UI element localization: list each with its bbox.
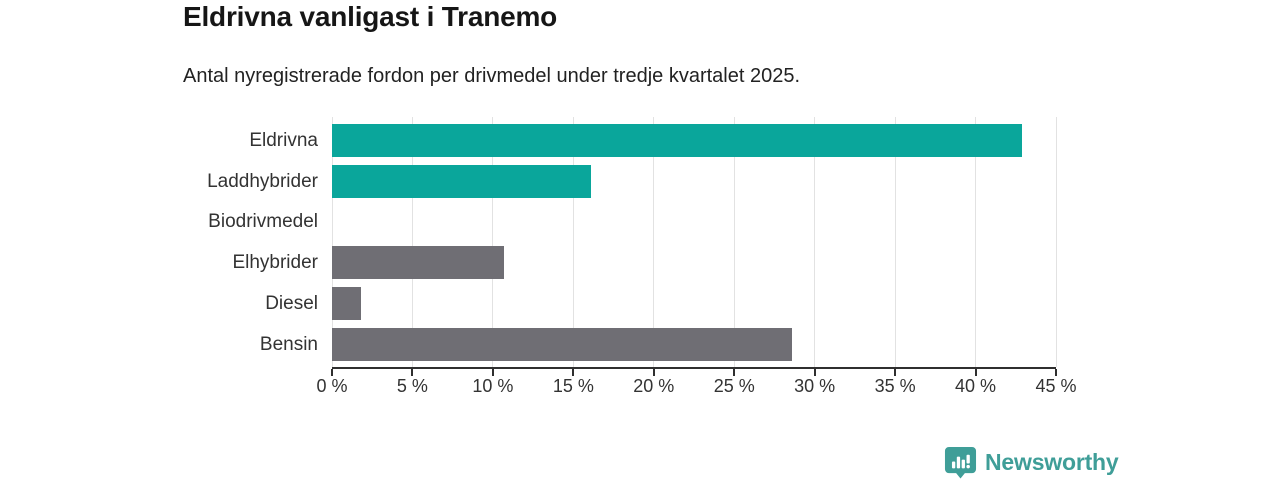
plot-area (331, 117, 1057, 369)
newsworthy-logo-text: Newsworthy (985, 449, 1119, 475)
x-tick (894, 369, 897, 376)
x-tick-label: 30 % (794, 376, 836, 396)
gridline (975, 117, 977, 367)
category-label: Diesel (265, 292, 318, 314)
x-tick (1055, 369, 1057, 376)
gridline (814, 117, 816, 367)
newsworthy-badge-bar-chart-icon (944, 446, 977, 479)
x-tick-label: 5 % (396, 376, 428, 396)
gridline (894, 117, 896, 367)
chart-subtitle: Antal nyregistrerade fordon per drivmede… (183, 65, 801, 87)
chart-title: Eldrivna vanligast i Tranemo (183, 1, 558, 32)
x-tick-label: 10 % (472, 376, 514, 396)
category-label: Eldrivna (249, 130, 318, 151)
bar-laddhybrider (332, 164, 592, 198)
category-label: Elhybrider (232, 252, 318, 274)
gridline (572, 117, 574, 367)
x-tick (974, 369, 977, 376)
gridline (411, 117, 413, 367)
bar-elhybrider (332, 246, 505, 280)
newsworthy-logo: Newsworthy (944, 446, 1119, 479)
bar-bensin (332, 327, 793, 361)
x-tick (411, 369, 414, 376)
category-label: Laddhybrider (207, 170, 318, 192)
x-tick-label: 15 % (552, 376, 594, 396)
category-label: Bensin (259, 333, 318, 355)
x-tick (572, 369, 575, 376)
gridline (733, 117, 735, 367)
x-tick-label: 40 % (955, 376, 997, 396)
x-tick-label: 35 % (874, 376, 916, 396)
x-tick-label: 45 % (1035, 376, 1077, 396)
gridline (1055, 117, 1057, 367)
gridline (653, 117, 655, 367)
x-tick (331, 369, 333, 376)
bar-eldrivna (332, 124, 1023, 157)
x-tick (491, 369, 494, 376)
bar-diesel (332, 286, 361, 320)
x-tick (652, 369, 655, 376)
x-tick-label: 25 % (713, 376, 755, 396)
x-tick-label: 20 % (633, 376, 675, 396)
gridline (331, 117, 333, 367)
x-tick-label: 0 % (316, 376, 348, 396)
gridline (492, 117, 494, 367)
category-label: Biodrivmedel (208, 211, 318, 233)
x-tick (813, 369, 816, 376)
x-tick (733, 369, 736, 376)
